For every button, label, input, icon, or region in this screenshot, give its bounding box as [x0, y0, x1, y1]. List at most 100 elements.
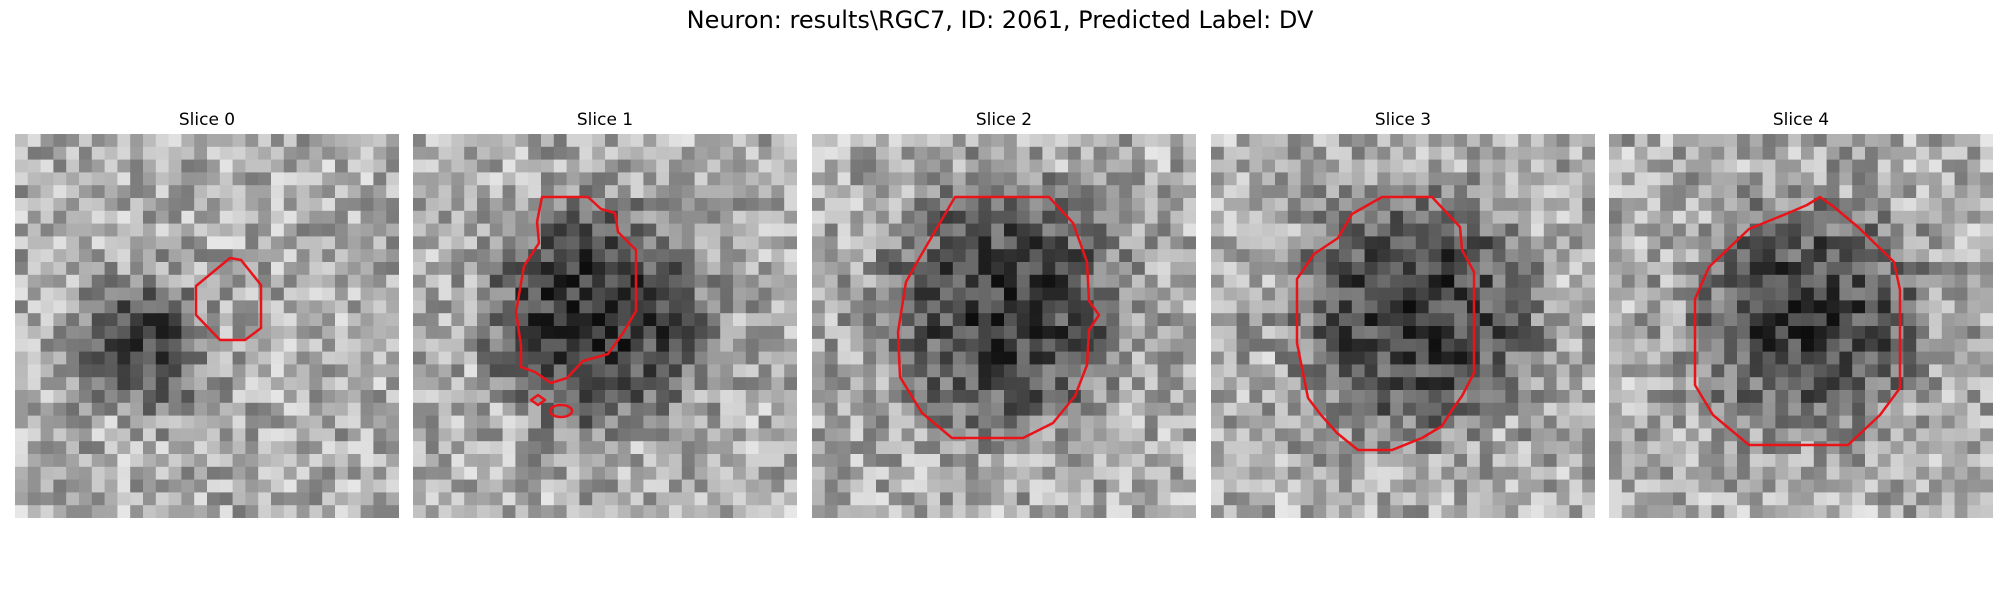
pixel — [1415, 364, 1429, 378]
pixel — [1582, 492, 1595, 506]
pixel — [965, 326, 979, 340]
pixel — [1582, 415, 1595, 429]
pixel — [566, 274, 580, 288]
pixel — [1839, 236, 1853, 250]
pixel — [681, 210, 695, 224]
pixel — [181, 415, 195, 429]
pixel — [771, 198, 785, 212]
pixel — [758, 159, 772, 173]
pixel — [720, 287, 734, 301]
pixel — [1685, 146, 1699, 160]
pixel — [1119, 287, 1133, 301]
pixel — [155, 466, 169, 480]
pixel — [940, 313, 954, 327]
pixel — [1839, 198, 1853, 212]
pixel — [66, 223, 80, 237]
pixel — [669, 441, 683, 455]
pixel — [271, 313, 285, 327]
pixel — [1364, 300, 1378, 314]
pixel — [413, 338, 427, 352]
pixel — [1788, 287, 1802, 301]
pixel — [451, 466, 465, 480]
pixel — [1004, 223, 1018, 237]
pixel — [1428, 441, 1442, 455]
pixel — [258, 185, 272, 199]
pixel — [694, 377, 708, 391]
pixel — [1351, 326, 1365, 340]
pixel — [1839, 326, 1853, 340]
pixel — [155, 492, 169, 506]
pixel — [592, 466, 606, 480]
pixel — [27, 326, 41, 340]
pixel — [207, 249, 221, 263]
pixel — [617, 492, 631, 506]
pixel — [643, 441, 657, 455]
pixel — [1609, 326, 1623, 340]
pixel — [207, 287, 221, 301]
pixel — [1004, 159, 1018, 173]
pixel — [1852, 364, 1866, 378]
pixel — [952, 146, 966, 160]
pixel — [914, 300, 928, 314]
pixel — [1531, 428, 1545, 442]
pixel — [322, 364, 336, 378]
pixel — [863, 274, 877, 288]
pixel — [733, 185, 747, 199]
pixel — [991, 159, 1005, 173]
pixel — [656, 262, 670, 276]
pixel — [1660, 390, 1674, 404]
pixel — [812, 351, 826, 365]
pixel — [1351, 351, 1365, 365]
pixel — [1556, 210, 1570, 224]
pixel — [824, 236, 838, 250]
pixel — [1080, 198, 1094, 212]
pixel — [1582, 441, 1595, 455]
pixel — [643, 159, 657, 173]
pixel — [1634, 146, 1648, 160]
pixel — [502, 492, 516, 506]
pixel — [824, 159, 838, 173]
pixel — [694, 249, 708, 263]
pixel — [745, 249, 759, 263]
pixel — [1223, 377, 1237, 391]
pixel — [528, 262, 542, 276]
pixel — [1300, 146, 1314, 160]
pixel — [812, 454, 826, 468]
pixel — [1403, 466, 1417, 480]
pixel — [888, 159, 902, 173]
pixel — [579, 492, 593, 506]
pixel — [53, 402, 67, 416]
pixel — [1621, 505, 1635, 518]
pixel — [1531, 287, 1545, 301]
pixel — [952, 287, 966, 301]
pixel — [1132, 338, 1146, 352]
pixel — [502, 249, 516, 263]
pixel — [322, 338, 336, 352]
pixel — [117, 479, 131, 493]
pixel — [1236, 146, 1250, 160]
pixel — [1479, 210, 1493, 224]
pixel — [1236, 326, 1250, 340]
pixel — [1492, 236, 1506, 250]
pixel — [1042, 313, 1056, 327]
pixel — [1441, 146, 1455, 160]
pixel — [104, 249, 118, 263]
pixel — [181, 223, 195, 237]
pixel — [181, 351, 195, 365]
pixel — [1390, 390, 1404, 404]
pixel — [1980, 210, 1993, 224]
pixel — [694, 351, 708, 365]
pixel — [1609, 351, 1623, 365]
pixel — [296, 364, 310, 378]
pixel — [1762, 402, 1776, 416]
pixel — [978, 390, 992, 404]
pixel — [978, 134, 992, 148]
pixel — [1467, 479, 1481, 493]
pixel — [168, 415, 182, 429]
pixel — [1042, 146, 1056, 160]
pixel — [876, 402, 890, 416]
pixel — [1441, 223, 1455, 237]
pixel — [745, 390, 759, 404]
pixel — [1016, 223, 1030, 237]
pixel — [720, 249, 734, 263]
